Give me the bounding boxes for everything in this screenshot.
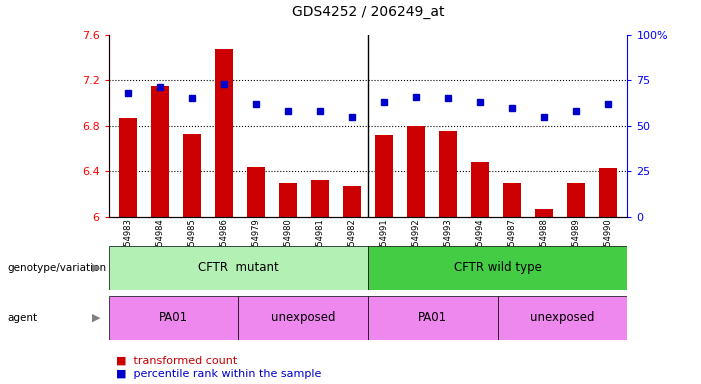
Text: genotype/variation: genotype/variation [7,263,106,273]
Bar [368,296,498,340]
Text: ■  percentile rank within the sample: ■ percentile rank within the sample [116,369,321,379]
Text: GDS4252 / 206249_at: GDS4252 / 206249_at [292,5,444,19]
Bar [183,134,200,217]
Bar [247,167,265,217]
Bar [471,162,489,217]
Bar [503,183,521,217]
Bar [599,168,617,217]
Text: unexposed: unexposed [271,311,336,324]
Text: ▶: ▶ [92,313,100,323]
Text: ■  transformed count: ■ transformed count [116,356,237,366]
Bar [215,50,233,217]
Bar [109,246,368,290]
Bar [238,296,368,340]
Bar [368,246,627,290]
Bar [279,183,297,217]
Text: PA01: PA01 [418,311,447,324]
Text: ▶: ▶ [92,263,100,273]
Bar [567,183,585,217]
Bar [375,135,393,217]
Bar [311,180,329,217]
Text: CFTR wild type: CFTR wild type [454,262,542,274]
Bar [109,296,238,340]
Bar [498,296,627,340]
Text: unexposed: unexposed [530,311,595,324]
Bar [343,186,361,217]
Bar [119,118,137,217]
Text: CFTR  mutant: CFTR mutant [198,262,279,274]
Bar [407,126,425,217]
Text: agent: agent [7,313,37,323]
Bar [440,131,457,217]
Bar [151,86,169,217]
Bar [536,209,553,217]
Text: PA01: PA01 [159,311,188,324]
